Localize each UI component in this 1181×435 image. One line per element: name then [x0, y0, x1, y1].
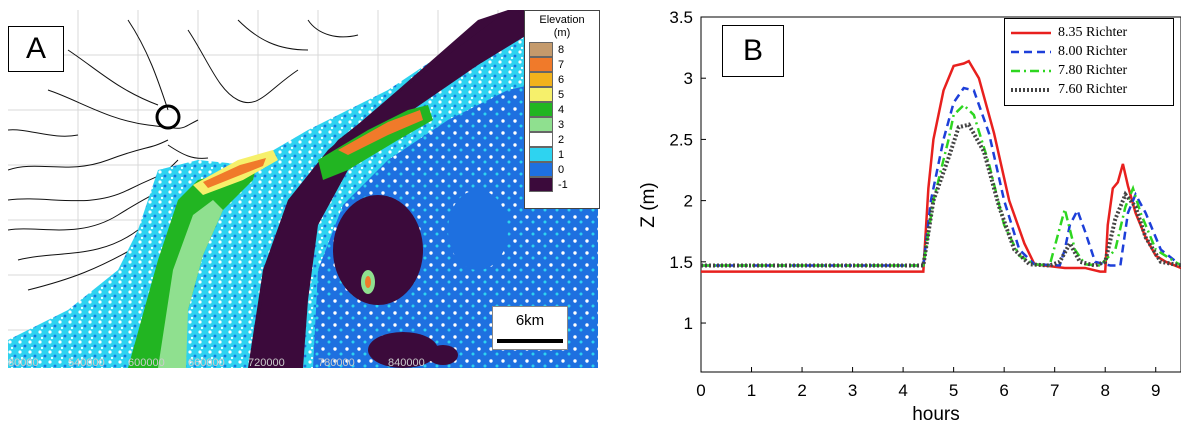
legend-row: 2 [529, 132, 599, 147]
scale-bar: 6km [492, 306, 568, 350]
chart-legend-row: 7.80 Richter [1010, 61, 1173, 80]
x-tick-label: 4 [898, 381, 907, 400]
chart-legend-label: 8.35 Richter [1058, 24, 1128, 40]
legend-row: 0 [529, 162, 599, 177]
water-level-chart-panel: 1 1.5 2 2.5 3 3.5 0 1 2 3 4 5 6 7 8 9 hours Z (m) B 8.… [638, 0, 1181, 430]
x-tick-label: 2 [797, 381, 806, 400]
legend-row: 1 [529, 147, 599, 162]
series-layer [701, 59, 1181, 273]
map-x-tick-label: 540000 [68, 357, 105, 368]
x-axis-ticks: 0 1 2 3 4 5 6 7 8 9 [696, 367, 1160, 400]
chart-legend-row: 8.00 Richter [1010, 42, 1173, 61]
legend-row: -1 [529, 177, 599, 192]
legend-label: 7 [558, 58, 565, 71]
legend-label: 2 [558, 133, 565, 146]
map-x-tick-label: 840000 [388, 357, 425, 368]
chart-legend-row: 8.35 Richter [1010, 23, 1173, 42]
elevation-legend: Elevation (m) 8 7 6 5 4 3 2 1 0 -1 [524, 10, 600, 209]
legend-unit: (m) [553, 27, 571, 39]
y-tick-label: 3.5 [669, 8, 693, 27]
legend-row: 6 [529, 72, 599, 87]
legend-swatch [529, 72, 553, 87]
x-tick-label: 6 [999, 381, 1008, 400]
legend-swatch [529, 177, 553, 192]
x-tick-label: 8 [1100, 381, 1109, 400]
chart-legend-row: 7.60 Richter [1010, 80, 1173, 99]
series-line-2 [701, 103, 1181, 267]
chart-legend: 8.35 Richter 8.00 Richter 7.80 Richter 7.60… [1004, 18, 1174, 106]
x-tick-label: 7 [1050, 381, 1059, 400]
legend-swatch [529, 147, 553, 162]
y-tick-label: 1 [684, 314, 693, 333]
elevation-map: 80000 540000 600000 660000 720000 780000 84000… [8, 10, 598, 368]
legend-title: Elevation [539, 14, 585, 26]
legend-swatch [529, 87, 553, 102]
legend-swatch [529, 162, 553, 177]
chart-legend-swatch [1011, 50, 1051, 53]
chart-legend-label: 8.00 Richter [1058, 43, 1128, 59]
chart-legend-swatch [1011, 87, 1051, 92]
legend-row: 4 [529, 102, 599, 117]
legend-label: 3 [558, 118, 565, 131]
legend-label: 6 [558, 73, 565, 86]
legend-swatch [529, 102, 553, 117]
chart-legend-label: 7.80 Richter [1058, 62, 1128, 78]
map-x-tick-label: 720000 [248, 357, 285, 368]
scale-bar-line [497, 339, 563, 343]
x-tick-label: 5 [949, 381, 958, 400]
y-axis-label: Z (m) [640, 182, 659, 227]
legend-label: 8 [558, 43, 565, 56]
chart-legend-swatch [1011, 69, 1051, 72]
legend-swatch [529, 57, 553, 72]
legend-swatch [529, 42, 553, 57]
series-line-3 [701, 122, 1181, 268]
map-x-tick-label: 600000 [128, 357, 165, 368]
scale-bar-label: 6km [515, 312, 545, 329]
legend-swatch [529, 117, 553, 132]
y-axis-ticks: 1 1.5 2 2.5 3 3.5 [669, 8, 706, 333]
y-tick-label: 2 [684, 192, 693, 211]
legend-row: 7 [529, 57, 599, 72]
map-x-tick-label: 80000 [8, 357, 39, 368]
panel-a-label: A [8, 26, 64, 72]
legend-row: 8 [529, 42, 599, 57]
y-tick-label: 3 [684, 69, 693, 88]
x-tick-label: 9 [1151, 381, 1160, 400]
legend-label: 1 [558, 148, 565, 161]
elevation-map-panel: 80000 540000 600000 660000 720000 780000 84000… [8, 10, 600, 368]
map-x-tick-label: 780000 [318, 357, 355, 368]
y-tick-label: 2.5 [669, 130, 693, 149]
legend-row: 3 [529, 117, 599, 132]
x-axis-label: hours [912, 404, 960, 425]
legend-label: 5 [558, 88, 565, 101]
legend-swatch [529, 132, 553, 147]
chart-legend-swatch [1011, 31, 1051, 34]
legend-label: -1 [558, 178, 568, 191]
legend-row: 5 [529, 87, 599, 102]
study-site-marker [155, 104, 181, 130]
map-x-tick-label: 660000 [188, 357, 225, 368]
x-tick-label: 1 [747, 381, 756, 400]
chart-legend-label: 7.60 Richter [1058, 81, 1128, 97]
x-tick-label: 0 [696, 381, 705, 400]
panel-b-label: B [722, 25, 784, 77]
x-tick-label: 3 [848, 381, 857, 400]
series-line-1 [701, 86, 1181, 267]
legend-label: 4 [558, 103, 565, 116]
map-x-ticks: 80000 540000 600000 660000 720000 780000 84000… [8, 357, 425, 368]
legend-label: 0 [558, 163, 565, 176]
y-tick-label: 1.5 [669, 253, 693, 272]
